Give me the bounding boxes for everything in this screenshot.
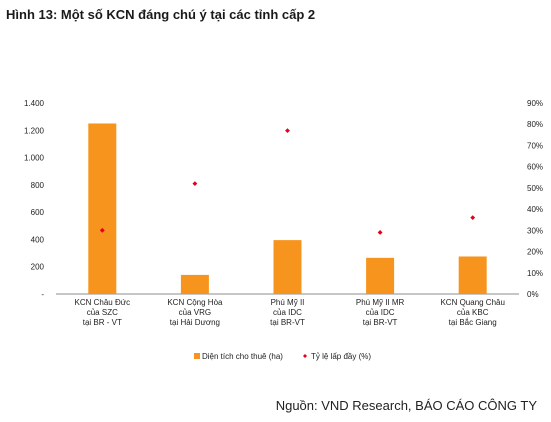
y-right-tick-label: 70% [527, 141, 543, 150]
y-right-tick-label: 50% [527, 184, 543, 193]
y-left-tick-label: 1.000 [24, 154, 45, 163]
x-tick-label: tại BR-VT [270, 318, 305, 327]
y-left-tick-label: 600 [31, 208, 45, 217]
legend-swatch-point [303, 354, 307, 358]
scatter-point [192, 181, 198, 187]
x-tick-label: Phú Mỹ II MR [356, 298, 405, 307]
x-tick-label: Phú Mỹ II [271, 298, 305, 307]
y-left-tick-label: 800 [31, 181, 45, 190]
x-tick-label: KCN Cộng Hòa [167, 298, 223, 307]
bar [180, 274, 209, 294]
figure-title: Hình 13: Một số KCN đáng chú ý tại các t… [6, 7, 316, 22]
x-tick-label: của KBC [457, 308, 489, 317]
bar [88, 123, 117, 294]
x-tick-label: tại BR-VT [363, 318, 398, 327]
x-tick-label: của IDC [273, 308, 302, 317]
x-tick-label: tại BR - VT [83, 318, 122, 327]
legend-label-bar: Diện tích cho thuê (ha) [202, 352, 283, 361]
x-tick-label: KCN Châu Đức [75, 298, 131, 307]
y-right-tick-label: 30% [527, 226, 543, 235]
x-tick-label: tại Hải Dương [170, 318, 220, 327]
scatter-point [285, 128, 290, 133]
y-right-tick-label: 80% [527, 120, 543, 129]
x-tick-label: của SZC [87, 308, 118, 317]
y-left-tick-label: 1.200 [24, 126, 45, 135]
y-left-tick-label: - [41, 290, 44, 299]
bar [458, 256, 487, 294]
y-left-tick-label: 200 [31, 263, 45, 272]
y-right-tick-label: 20% [527, 248, 543, 257]
y-right-tick-label: 0% [527, 290, 539, 299]
bar [366, 257, 395, 294]
x-tick-label: KCN Quang Châu [440, 298, 504, 307]
scatter-point [377, 230, 383, 235]
legend-swatch-bar [194, 353, 200, 359]
y-right-tick-label: 40% [527, 205, 543, 214]
x-tick-label: của VRG [179, 308, 211, 317]
source-note: Nguồn: VND Research, BÁO CÁO CÔNG TY [275, 398, 537, 413]
x-tick-label: tại Bắc Giang [449, 318, 497, 327]
y-left-tick-label: 400 [31, 235, 45, 244]
scatter-point [99, 227, 105, 233]
scatter-point [470, 215, 476, 220]
x-tick-label: của IDC [366, 308, 395, 317]
bar [273, 240, 302, 294]
legend-label-point: Tỷ lệ lấp đầy (%) [311, 352, 371, 361]
y-right-tick-label: 90% [527, 99, 543, 108]
y-right-tick-label: 10% [527, 269, 543, 278]
combo-chart: - 200 400 600 800 1.000 1.200 1.400 0% 10% 20% 30% 4… [24, 99, 543, 361]
y-left-tick-label: 1.400 [24, 99, 45, 108]
y-right-tick-label: 60% [527, 163, 543, 172]
